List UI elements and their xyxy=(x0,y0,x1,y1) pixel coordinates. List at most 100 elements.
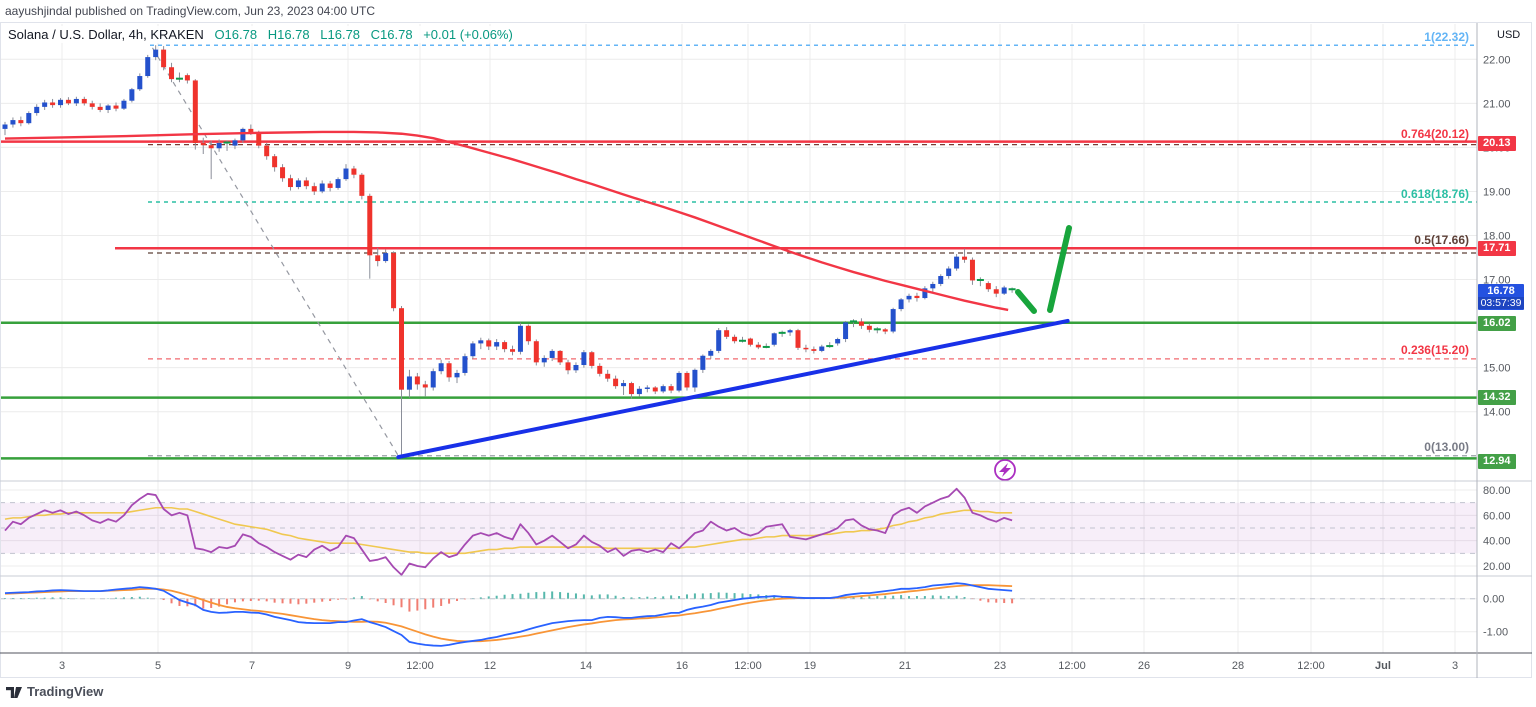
fib-levels xyxy=(0,44,1477,460)
down-candle xyxy=(18,120,24,124)
up-candle xyxy=(819,346,825,351)
fib-level-label: 0.236(15.20) xyxy=(1400,343,1469,357)
down-candle xyxy=(605,373,611,379)
macd-hist-bar xyxy=(226,598,229,605)
macd-hist-bar xyxy=(35,597,38,599)
up-candle xyxy=(835,339,841,344)
down-candle xyxy=(858,321,864,326)
price-tick-label: 17.00 xyxy=(1483,275,1511,287)
up-candle xyxy=(676,372,682,391)
down-candle xyxy=(502,342,508,350)
down-candle xyxy=(652,387,658,392)
rsi-line xyxy=(4,487,1013,576)
time-tick-label: 9 xyxy=(345,660,351,672)
macd-hist-bar xyxy=(955,595,958,599)
macd-hist-bar xyxy=(630,597,633,599)
macd-hist-bar xyxy=(178,598,181,606)
frame xyxy=(0,22,1532,678)
down-candle xyxy=(525,325,531,342)
time-tick-label: 12:00 xyxy=(1058,660,1086,672)
ascending-trendline xyxy=(396,318,1070,460)
axis-unit-label[interactable]: USD xyxy=(1497,29,1521,41)
symbol-name[interactable]: Solana / U.S. Dollar, 4h, KRAKEN xyxy=(8,27,204,42)
time-tick-label: Jul xyxy=(1375,660,1391,672)
macd-hist-bar xyxy=(115,597,118,599)
macd-hist-bar xyxy=(709,593,712,599)
up-candle xyxy=(121,100,127,109)
macd-hist-bar xyxy=(122,597,125,599)
macd-hist-bar xyxy=(463,598,466,600)
doji-candle xyxy=(873,328,881,331)
up-candle xyxy=(1001,287,1007,294)
macd-tick-label: -1.00 xyxy=(1483,627,1508,639)
up-candle xyxy=(692,369,698,388)
macd-hist-bar xyxy=(400,598,403,608)
macd-hist-bar xyxy=(900,595,903,599)
macd-hist-bar xyxy=(43,597,46,599)
up-candle xyxy=(383,253,389,262)
price-change: +0.01 (+0.06%) xyxy=(423,27,513,42)
down-candle xyxy=(795,330,801,348)
rsi-band xyxy=(0,502,1477,600)
price-level-badge: 16.02 xyxy=(1478,315,1516,331)
down-candle xyxy=(208,145,214,149)
macd-hist-bar xyxy=(59,597,62,599)
macd-hist-bar xyxy=(194,598,197,607)
down-candle xyxy=(351,168,357,175)
macd-signal-line xyxy=(4,584,1013,643)
macd-hist-bar xyxy=(408,598,411,612)
price-tick-label: 15.00 xyxy=(1483,363,1511,375)
up-candle xyxy=(137,76,143,90)
macd-hist-bar xyxy=(11,598,14,599)
arrow-stroke xyxy=(1047,225,1072,313)
fib-level-label: 0(13.00) xyxy=(1424,440,1469,454)
up-candle xyxy=(2,124,8,129)
macd-hist-bar xyxy=(535,592,538,599)
price-tick-label: 22.00 xyxy=(1483,54,1511,66)
up-candle xyxy=(454,372,460,378)
doji-candle xyxy=(826,345,834,348)
macd-hist-bar xyxy=(662,596,665,599)
macd-hist-bar xyxy=(170,598,173,604)
up-candle xyxy=(470,343,476,357)
down-candle xyxy=(684,372,690,388)
macd-hist-bar xyxy=(638,597,641,599)
down-candle xyxy=(414,376,420,385)
time-axis[interactable]: 3 5 7 9 12:00 12 14 16 12:00 19 21 23 12:00 26 28 12:00… xyxy=(59,660,1458,672)
down-candle xyxy=(533,341,539,363)
down-candle xyxy=(613,378,619,387)
macd-hist-bar xyxy=(527,592,530,599)
up-candle xyxy=(216,142,222,149)
macd-hist-bar xyxy=(979,598,982,601)
macd-hist-bar xyxy=(218,598,221,607)
down-candle xyxy=(391,253,397,309)
symbol-title: Solana / U.S. Dollar, 4h, KRAKEN O16.78 … xyxy=(8,26,519,43)
macd-hist-bar xyxy=(606,594,609,599)
macd-hist-bar xyxy=(376,598,379,602)
down-candle xyxy=(866,325,872,330)
rsi-ma-line xyxy=(4,506,1013,555)
fib-level-label: 1(22.32) xyxy=(1424,30,1469,44)
down-candle xyxy=(200,142,206,146)
macd-hist-bar xyxy=(479,597,482,599)
rsi-tick-label: 80.00 xyxy=(1483,485,1511,497)
down-candle xyxy=(280,167,286,179)
macd-hist-bar xyxy=(741,593,744,599)
doji-candle xyxy=(738,339,746,342)
up-candle xyxy=(660,386,666,392)
candles xyxy=(2,45,1016,459)
time-tick-label: 12:00 xyxy=(406,660,434,672)
tradingview-logo[interactable]: TradingView xyxy=(6,684,103,699)
price-level-badge: 14.32 xyxy=(1478,389,1516,405)
macd-hist-bar xyxy=(947,596,950,599)
macd-hist-bar xyxy=(503,594,506,599)
lightning-icon xyxy=(994,459,1016,481)
up-candle xyxy=(430,371,436,388)
macd-hist-bar xyxy=(876,596,879,599)
up-candle xyxy=(240,128,246,141)
doji-candle xyxy=(762,345,770,348)
tradingview-logo-text: TradingView xyxy=(27,684,104,699)
macd-hist-bar xyxy=(416,598,419,611)
